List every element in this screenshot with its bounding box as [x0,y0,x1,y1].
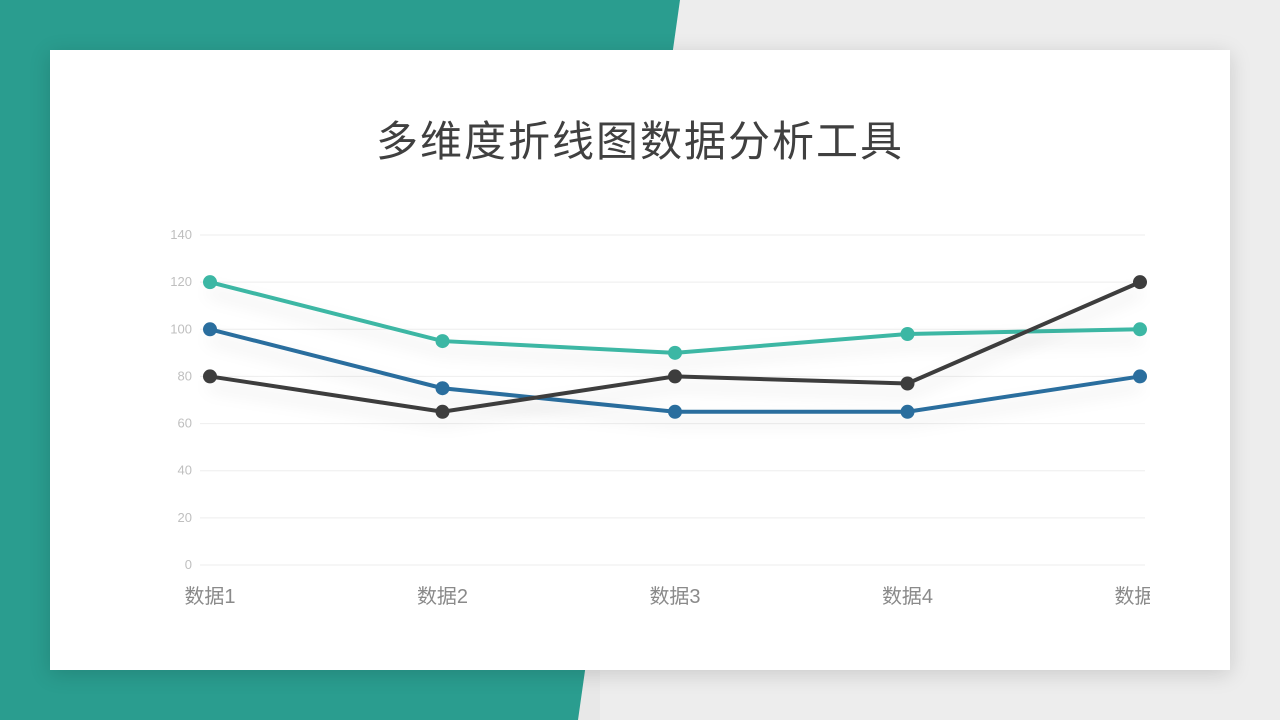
y-axis-label: 140 [170,227,192,242]
series-marker [203,369,217,383]
y-axis-label: 20 [178,510,192,525]
series-marker [1133,369,1147,383]
y-axis-label: 120 [170,274,192,289]
y-axis-label: 40 [178,463,192,478]
y-axis-label: 80 [178,368,192,383]
series-marker [203,322,217,336]
x-axis-label: 数据1 [184,585,235,608]
series-marker [436,405,450,419]
series-marker [668,405,682,419]
series-marker [436,381,450,395]
page-title: 多维度折线图数据分析工具 [50,108,1230,169]
series-marker [901,405,915,419]
y-axis-label: 100 [170,321,192,336]
series-marker [1133,322,1147,336]
x-axis-label: 数据5 [1114,585,1150,608]
series-marker [203,275,217,289]
y-axis-label: 60 [178,416,192,431]
x-axis-label: 数据4 [882,585,933,608]
slide-card: 多维度折线图数据分析工具 0 20 40 60 80 100 120 140 数据1 数据2 数据3… [50,50,1230,670]
x-axis-label: 数据3 [649,585,700,608]
series-marker [901,377,915,391]
y-axis-label: 0 [185,557,192,572]
line-chart: 0 20 40 60 80 100 120 140 数据1 数据2 数据3 数据4 数据5 [150,225,1150,625]
series-marker [1133,275,1147,289]
series-marker [436,334,450,348]
series-marker [668,346,682,360]
series-marker [901,327,915,341]
x-axis-label: 数据2 [417,585,468,608]
series-marker [668,369,682,383]
